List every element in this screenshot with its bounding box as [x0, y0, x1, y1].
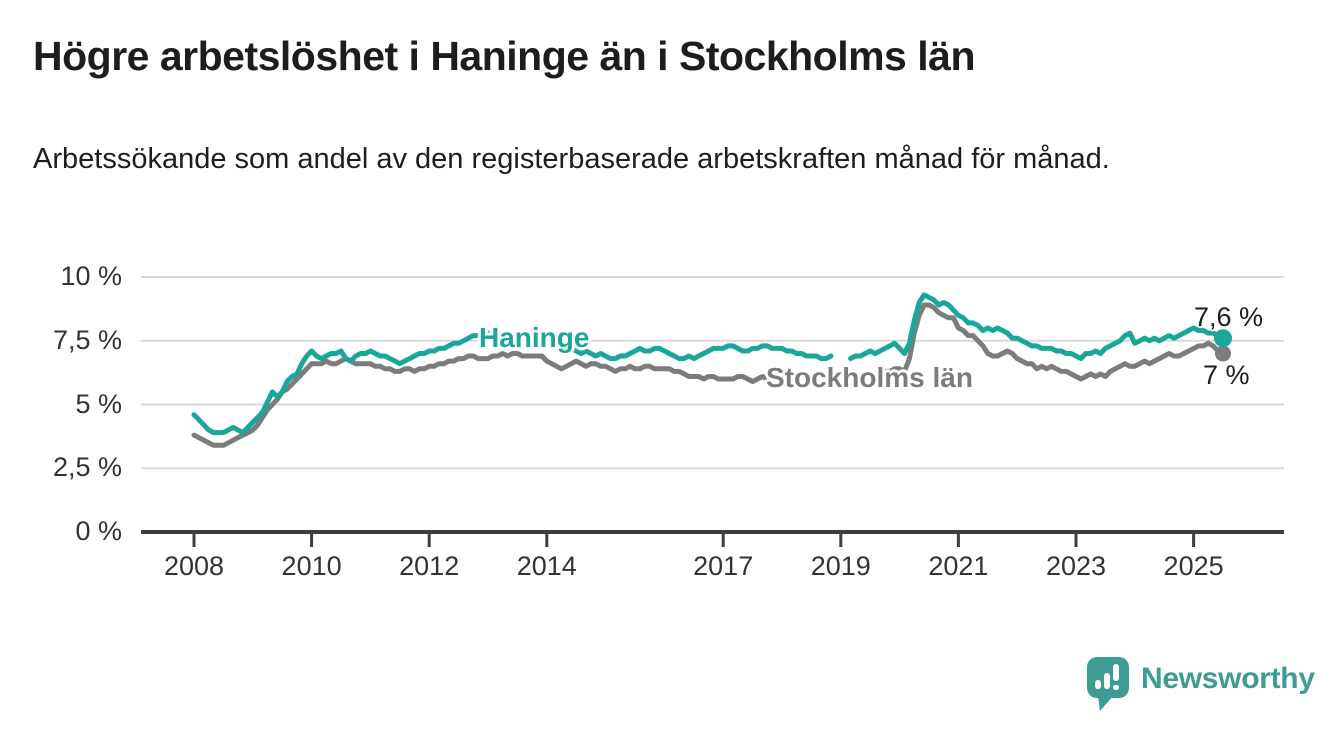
x-tick-label: 2019: [810, 551, 871, 581]
y-tick-label: 5 %: [75, 388, 122, 419]
newsworthy-logo-icon: [1087, 657, 1129, 711]
end-dot-haninge: [1214, 329, 1232, 348]
y-tick-label: 0 %: [75, 516, 122, 546]
newsworthy-logo-text: Newsworthy: [1141, 662, 1315, 695]
end-value-label-haninge: 7,6 %: [1194, 302, 1264, 332]
x-tick-label: 2023: [1045, 551, 1107, 581]
x-tick-label: 2010: [281, 551, 342, 581]
x-tick-label: 2025: [1163, 551, 1224, 581]
x-tick-label: 2014: [516, 551, 577, 581]
y-tick-label: 10 %: [60, 261, 122, 291]
x-tick-label: 2021: [928, 551, 989, 581]
page-subtitle: Arbetssökande som andel av den registerb…: [33, 143, 1110, 175]
y-tick-label: 7,5 %: [52, 324, 122, 355]
line-stockholms-lan: [191, 302, 1226, 448]
page-title: Högre arbetslöshet i Haninge än i Stockh…: [33, 33, 975, 79]
y-tick-label: 2,5 %: [52, 452, 122, 483]
series-label-stockholms-lan: Stockholms län: [766, 362, 973, 393]
x-tick-label: 2012: [399, 551, 460, 581]
line-haninge: [191, 292, 1226, 436]
x-tick-label: 2017: [693, 551, 754, 581]
newsworthy-logo: Newsworthy: [1086, 656, 1315, 712]
end-value-label-stockholms-lan: 7 %: [1203, 360, 1250, 390]
end-dot-stockholms-lan: [1215, 345, 1231, 362]
x-tick-label: 2008: [163, 551, 225, 581]
series-label-haninge: Haninge: [479, 322, 590, 353]
